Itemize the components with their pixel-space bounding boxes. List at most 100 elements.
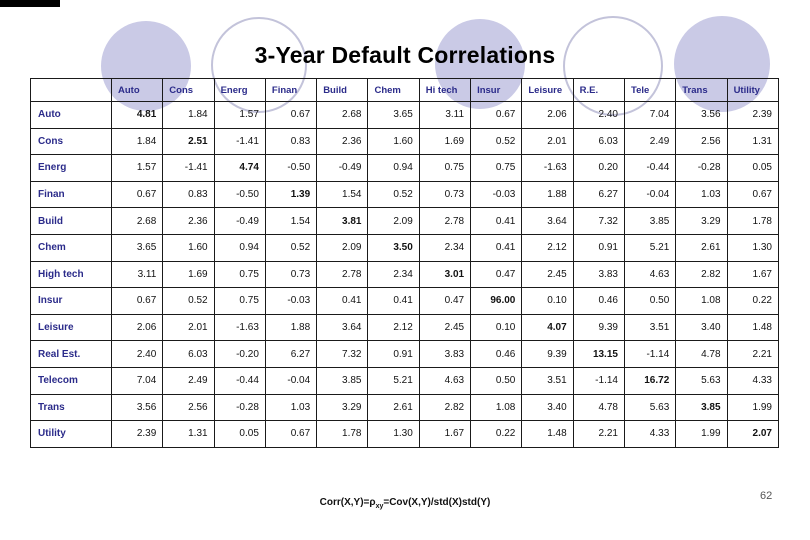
data-cell: 0.91 [367,340,420,368]
column-header: Leisure [521,78,574,102]
data-cell: -0.50 [264,154,318,182]
data-cell: 0.75 [470,154,523,182]
data-cell: 0.75 [418,154,472,182]
data-cell: 96.00 [470,287,523,315]
row-label: Finan [30,180,112,209]
data-cell: 1.31 [726,127,780,156]
data-cell: 2.45 [418,313,472,342]
page-number: 62 [760,490,773,502]
row-label: Energ [30,154,112,182]
data-cell: 0.47 [470,260,523,289]
data-cell: 2.09 [316,233,369,262]
table-row: Utility 2.39 1.31 0.05 0.67 1.78 1.30 1.67 0.22 1… [30,420,780,448]
data-cell: -1.63 [213,313,266,342]
column-header: Hi tech [418,78,472,102]
data-cell: 4.78 [675,340,728,368]
data-cell: 0.83 [264,127,318,156]
data-cell: 2.36 [316,127,369,156]
data-cell: 1.67 [726,260,780,289]
data-cell: 1.03 [264,393,318,422]
data-cell: 4.74 [213,154,266,182]
data-cell: 9.39 [521,340,574,368]
data-cell: 16.72 [623,366,677,395]
data-cell: 1.54 [264,207,318,235]
data-cell: 7.32 [572,207,625,235]
data-cell: 2.01 [521,127,574,156]
data-cell: 0.52 [367,180,420,209]
data-cell: 0.73 [418,180,472,209]
data-cell: 2.61 [367,393,420,422]
data-cell: 2.40 [572,101,625,129]
data-cell: 2.34 [418,233,472,262]
data-cell: 0.50 [470,366,523,395]
data-cell: 3.29 [675,207,728,235]
data-cell: 0.75 [213,260,266,289]
data-cell: -0.44 [213,366,266,395]
data-cell: -0.20 [213,340,266,368]
data-cell: 3.40 [675,313,728,342]
data-cell: 1.48 [521,420,574,448]
data-cell: 1.84 [110,127,164,156]
data-cell: 3.40 [521,393,574,422]
data-cell: 0.41 [367,287,420,315]
data-cell: 0.52 [264,233,318,262]
column-header: Chem [367,78,420,102]
data-cell: -0.49 [316,154,369,182]
data-cell: 0.67 [110,180,164,209]
row-label: Trans [30,393,112,422]
data-cell: 0.50 [623,287,677,315]
row-label: Build [30,207,112,235]
correlation-table: Auto Cons Energ Finan Build Chem Hi tech Insur L… [30,78,780,448]
data-cell: 3.01 [418,260,472,289]
column-header: Cons [162,78,215,102]
data-cell: 0.41 [470,233,523,262]
data-cell: 2.45 [521,260,574,289]
data-cell: 1.99 [675,420,728,448]
data-cell: -0.03 [264,287,318,315]
data-cell: 1.48 [726,313,780,342]
data-cell: 2.36 [162,207,215,235]
row-label: Auto [30,101,112,129]
data-cell: 4.63 [418,366,472,395]
data-cell: -0.04 [623,180,677,209]
data-cell: 2.09 [367,207,420,235]
data-cell: -0.44 [623,154,677,182]
data-cell: -1.41 [213,127,266,156]
data-cell: 1.30 [726,233,780,262]
table-row: Telecom 7.04 2.49 -0.44 -0.04 3.85 5.21 4.63 0.5… [30,366,780,395]
data-cell: 0.10 [521,287,574,315]
data-cell: 3.65 [110,233,164,262]
data-cell: 1.69 [162,260,215,289]
data-cell: 2.39 [110,420,164,448]
data-cell: 4.78 [572,393,625,422]
data-cell: 1.39 [264,180,318,209]
data-cell: 0.47 [418,287,472,315]
data-cell: 3.81 [316,207,369,235]
data-cell: 1.31 [162,420,215,448]
data-cell: 2.39 [726,101,780,129]
data-cell: 13.15 [572,340,625,368]
data-cell: 2.49 [162,366,215,395]
table-row: Build 2.68 2.36 -0.49 1.54 3.81 2.09 2.78 0.41 3.… [30,207,780,235]
data-cell: 7.04 [110,366,164,395]
data-cell: 0.67 [110,287,164,315]
data-cell: 3.56 [675,101,728,129]
data-cell: 2.78 [316,260,369,289]
data-cell: -0.04 [264,366,318,395]
table-row: Trans 3.56 2.56 -0.28 1.03 3.29 2.61 2.82 1.08 3.… [30,393,780,422]
table-row: Real Est. 2.40 6.03 -0.20 6.27 7.32 0.91 3.83 0.… [30,340,780,368]
rho-symbol: ρ [369,497,376,508]
data-cell: 3.64 [316,313,369,342]
data-cell: 2.49 [623,127,677,156]
row-label: Leisure [30,313,112,342]
data-cell: -0.28 [675,154,728,182]
data-cell: 3.50 [367,233,420,262]
column-header: Trans [675,78,728,102]
row-label: Cons [30,127,112,156]
data-cell: 0.67 [264,101,318,129]
data-cell: 3.56 [110,393,164,422]
data-cell: 2.82 [675,260,728,289]
data-cell: 0.46 [572,287,625,315]
row-label: Utility [30,420,112,448]
row-label: Real Est. [30,340,112,368]
